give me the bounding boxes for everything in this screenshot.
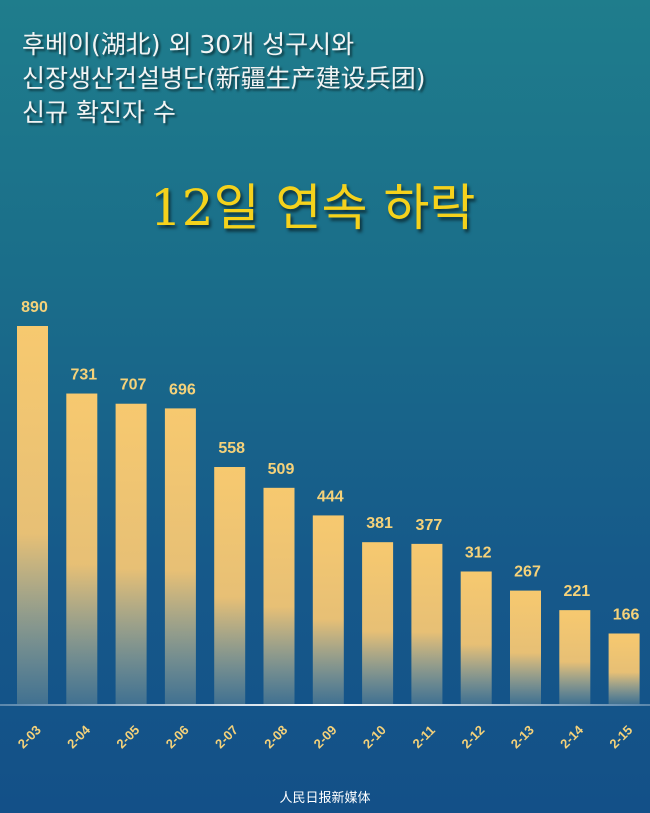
data-label: 377 xyxy=(416,517,443,534)
chart-subtitle: 후베이(湖北) 외 30개 성구시와 신장생산건설병단(新疆生产建设兵团) 신규… xyxy=(22,28,426,130)
data-label: 731 xyxy=(70,367,97,384)
bar xyxy=(214,467,246,704)
data-label: 166 xyxy=(613,606,640,623)
data-label: 890 xyxy=(21,299,48,316)
bar xyxy=(559,610,591,704)
data-label: 221 xyxy=(563,583,590,600)
bar xyxy=(263,487,295,704)
x-tick-label: 2-04 xyxy=(64,722,94,752)
bar xyxy=(608,633,640,704)
x-tick-label: 2-14 xyxy=(557,722,587,752)
title-line-1: 후베이(湖北) 외 30개 성구시와 xyxy=(22,30,355,59)
title-line-3: 신규 확진자 수 xyxy=(22,98,176,127)
x-tick-label: 2-07 xyxy=(212,722,241,751)
x-tick-label: 2-05 xyxy=(113,722,142,751)
data-label: 707 xyxy=(120,377,147,394)
title-line-2: 신장생산건설병단(新疆生产建设兵团) xyxy=(22,64,426,93)
x-axis-line xyxy=(0,704,650,706)
x-tick-label: 2-11 xyxy=(409,723,438,752)
data-label: 696 xyxy=(169,381,196,398)
bar xyxy=(362,542,394,704)
x-tick-label: 2-08 xyxy=(261,722,290,751)
x-tick-label: 2-12 xyxy=(459,722,488,751)
bar xyxy=(510,590,541,704)
x-tick-label: 2-10 xyxy=(360,722,389,751)
headline: 12일 연속 하락 xyxy=(150,179,476,237)
x-tick-label: 2-09 xyxy=(311,722,340,751)
bar xyxy=(411,543,443,704)
data-label: 312 xyxy=(465,544,492,561)
x-tick-label: 2-06 xyxy=(163,722,192,751)
bar xyxy=(164,408,196,704)
bar xyxy=(460,571,492,704)
data-label: 444 xyxy=(317,488,344,505)
x-tick-label: 2-13 xyxy=(508,722,537,751)
bar xyxy=(312,515,344,704)
bar xyxy=(17,326,48,704)
data-label: 509 xyxy=(268,461,295,478)
bar-chart: 890 2-03 731 2-04 707 2-05 696 2-06 558 2-07 509 2-… xyxy=(0,299,650,752)
footer-logo: 人民日报新媒体 xyxy=(279,791,371,806)
x-tick-label: 2-15 xyxy=(606,722,635,751)
data-label: 558 xyxy=(218,440,245,457)
data-label: 381 xyxy=(366,515,393,532)
x-tick-label: 2-03 xyxy=(15,722,44,751)
data-label: 267 xyxy=(514,564,541,581)
bar xyxy=(66,393,98,704)
bar xyxy=(115,403,147,704)
